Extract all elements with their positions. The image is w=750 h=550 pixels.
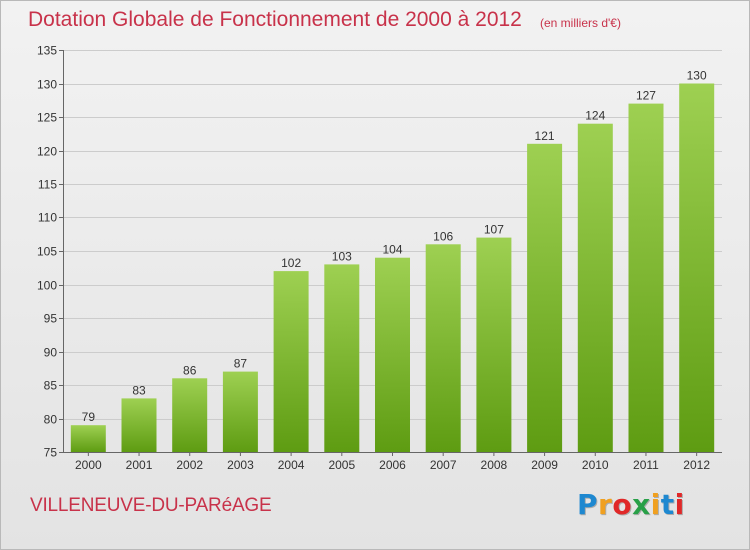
bar bbox=[679, 83, 715, 452]
data-label: 130 bbox=[687, 69, 707, 83]
x-tick-label: 2012 bbox=[683, 458, 710, 472]
bar bbox=[628, 103, 664, 452]
data-label: 86 bbox=[183, 363, 197, 377]
x-tick-label: 2000 bbox=[75, 458, 102, 472]
data-label: 87 bbox=[234, 357, 248, 371]
y-tick-label: 85 bbox=[44, 379, 58, 393]
bar bbox=[375, 257, 410, 452]
x-tick-label: 2006 bbox=[379, 458, 406, 472]
data-label: 103 bbox=[332, 249, 352, 263]
proxiti-logo[interactable]: Proxiti bbox=[577, 488, 685, 521]
bar bbox=[527, 143, 563, 453]
axes bbox=[59, 50, 722, 456]
bar bbox=[70, 425, 106, 452]
data-label: 102 bbox=[281, 256, 301, 270]
y-tick-label: 95 bbox=[44, 312, 58, 326]
y-tick-label: 100 bbox=[37, 279, 57, 293]
y-tick-label: 80 bbox=[44, 413, 58, 427]
data-label: 127 bbox=[636, 89, 656, 103]
unit-note: (en milliers d'€) bbox=[540, 16, 621, 30]
logo-letter: i bbox=[674, 488, 685, 521]
x-tick-label: 2007 bbox=[430, 458, 457, 472]
x-tick-label: 2004 bbox=[278, 458, 305, 472]
x-tick-label: 2001 bbox=[126, 458, 153, 472]
data-label: 104 bbox=[382, 243, 402, 257]
data-label: 79 bbox=[82, 410, 96, 424]
bar bbox=[121, 398, 157, 452]
logo-letter: t bbox=[660, 488, 675, 521]
commune-name: VILLENEUVE-DU-PARéAGE bbox=[30, 495, 272, 516]
y-tick-label: 105 bbox=[37, 245, 57, 259]
logo-letter: o bbox=[612, 488, 633, 521]
y-tick-label: 115 bbox=[38, 178, 57, 192]
data-label: 106 bbox=[433, 229, 453, 243]
data-label: 124 bbox=[585, 109, 605, 123]
x-tick-label: 2011 bbox=[633, 458, 659, 472]
data-label: 107 bbox=[484, 223, 504, 237]
y-tick-label: 130 bbox=[37, 78, 57, 92]
y-tick-label: 120 bbox=[37, 145, 57, 159]
x-tick-label: 2009 bbox=[531, 458, 558, 472]
x-tick-label: 2010 bbox=[582, 458, 609, 472]
labels: 75 80 85 90 95 100 105 110 115 120 125 130 135 2000 79… bbox=[37, 44, 710, 473]
logo-letter: r bbox=[598, 488, 613, 521]
bar bbox=[172, 378, 208, 452]
bar bbox=[273, 271, 309, 452]
y-tick-label: 75 bbox=[44, 446, 58, 460]
bar bbox=[222, 371, 258, 452]
bar bbox=[476, 237, 512, 452]
bar bbox=[425, 244, 461, 452]
x-tick-label: 2005 bbox=[328, 458, 355, 472]
logo-letter: i bbox=[650, 488, 661, 521]
x-tick-label: 2008 bbox=[481, 458, 508, 472]
chart-title: Dotation Globale de Fonctionnement de 20… bbox=[28, 8, 522, 31]
y-tick-label: 110 bbox=[38, 211, 57, 225]
data-label: 121 bbox=[535, 129, 555, 143]
data-label: 83 bbox=[132, 383, 146, 397]
y-tick-label: 90 bbox=[44, 346, 58, 360]
bars bbox=[70, 83, 715, 453]
y-tick-label: 135 bbox=[37, 44, 57, 58]
bar bbox=[577, 123, 613, 452]
logo-letter: x bbox=[632, 488, 651, 521]
x-tick-label: 2002 bbox=[176, 458, 203, 472]
x-tick-label: 2003 bbox=[227, 458, 254, 472]
bar bbox=[324, 264, 360, 452]
logo-letter: P bbox=[577, 488, 599, 521]
y-tick-label: 125 bbox=[37, 111, 57, 125]
